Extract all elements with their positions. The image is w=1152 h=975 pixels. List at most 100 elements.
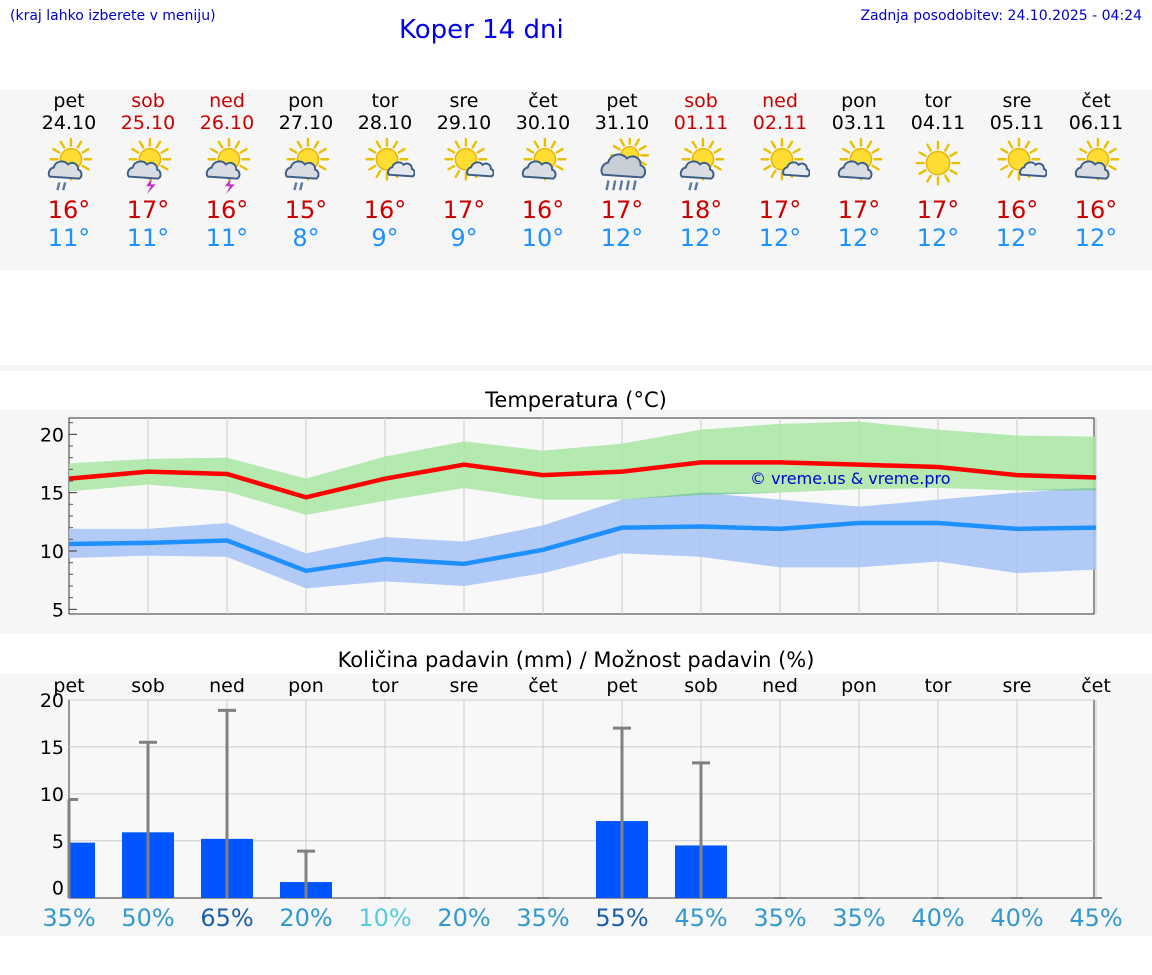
y-tick-label: 5 [52,599,64,621]
day-name: pet [53,90,85,112]
category-label: čet [528,675,558,697]
day-column: sre 05.11 16° 12° [978,90,1056,252]
day-date: 02.11 [752,112,808,134]
sun-cloud-storm-icon [205,138,251,194]
sun-cloud-icon [1074,138,1120,181]
category-label: ned [209,675,245,697]
sun-cloud-rain-icon [284,138,330,191]
min-temperature-line [68,520,1097,574]
day-column: pet 31.10 17° 12° [583,90,661,252]
precip-probability: 35% [832,904,885,932]
location-hint: (kraj lahko izberete v meniju) [10,8,216,24]
day-name: pet [606,90,638,112]
min-temperature: 12° [1074,224,1118,252]
precip-probability: 55% [595,904,648,932]
day-name: čet [528,90,558,112]
category-label: pon [288,675,324,697]
sun-cloud-icon [837,138,883,181]
min-temperature: 12° [758,224,802,252]
day-column: sob 01.11 18° 12° [662,90,740,252]
day-name: tor [924,90,952,112]
day-name: sre [449,90,479,112]
category-label: sre [1003,675,1032,697]
sun-cloud-rain-icon [679,138,725,191]
sun-small-cloud-icon [365,138,415,181]
last-update: Zadnja posodobitev: 24.10.2025 - 04:24 [860,8,1142,24]
day-column: čet 06.11 16° 12° [1057,90,1135,252]
sun-cloud-icon [521,138,567,181]
max-temperature-line [68,460,1097,500]
day-column: sre 29.10 17° 9° [425,90,503,252]
precip-probability: 35% [753,904,806,932]
precip-probability: 35% [42,904,95,932]
day-date: 28.10 [357,112,413,134]
sun-cloud-storm-icon [126,138,172,194]
category-label: sob [684,675,718,697]
day-name: čet [1081,90,1111,112]
day-name: sob [684,90,718,112]
category-label: pon [841,675,877,697]
category-label: čet [1081,675,1111,697]
day-name: ned [762,90,798,112]
day-name: pon [841,90,877,112]
day-date: 24.10 [41,112,97,134]
max-temperature: 17° [758,196,802,224]
day-name: sre [1002,90,1032,112]
day-column: pon 27.10 15° 8° [267,90,345,252]
y-tick-label: 0 [52,878,64,900]
min-temperature: 11° [205,224,249,252]
day-date: 25.10 [120,112,176,134]
precip-probability: 35% [516,904,569,932]
day-name: sob [131,90,165,112]
day-column: pet 24.10 16° 11° [30,90,108,252]
category-label: tor [372,675,399,697]
y-tick-label: 5 [52,831,64,853]
day-column: ned 02.11 17° 12° [741,90,819,252]
y-tick-label: 10 [40,541,64,563]
category-label: tor [925,675,952,697]
precip-probability: 20% [279,904,332,932]
y-tick-label: 15 [40,483,64,505]
precip-chart-title: Količina padavin (mm) / Možnost padavin … [337,648,815,672]
day-date: 05.11 [989,112,1045,134]
day-date: 31.10 [594,112,650,134]
y-tick-label: 15 [40,737,64,759]
max-temperature: 15° [284,196,328,224]
min-temperature: 10° [521,224,565,252]
max-temperature: 16° [995,196,1039,224]
page-title: Koper 14 dni [399,15,564,45]
sun-small-cloud-icon [997,138,1047,181]
category-label: pet [53,675,84,697]
precip-probability: 10% [358,904,411,932]
precip-probability: 45% [674,904,727,932]
precip-probability: 40% [911,904,964,932]
watermark: © vreme.us & vreme.pro [750,469,951,488]
day-name: pon [288,90,324,112]
day-column: sob 25.10 17° 11° [109,90,187,252]
precip-probability: 20% [437,904,490,932]
min-temperature: 12° [837,224,881,252]
max-temperature: 16° [47,196,91,224]
day-name: tor [371,90,399,112]
max-temperature: 16° [1074,196,1118,224]
max-temperature: 16° [363,196,407,224]
day-date: 06.11 [1068,112,1124,134]
max-temperature: 16° [205,196,249,224]
max-temperature: 17° [837,196,881,224]
precip-probability: 45% [1069,904,1122,932]
day-date: 01.11 [673,112,729,134]
min-temperature: 12° [600,224,644,252]
precip-probability: 40% [990,904,1043,932]
min-temperature: 8° [292,224,320,252]
min-temperature: 9° [450,224,478,252]
min-temperature: 12° [916,224,960,252]
y-tick-label: 20 [40,424,64,446]
day-date: 26.10 [199,112,255,134]
sun-small-cloud-icon [760,138,810,181]
precip-probability: 50% [121,904,174,932]
day-date: 27.10 [278,112,334,134]
forecast-strip [0,90,1152,270]
temperature-chart-title: Temperatura (°C) [485,388,667,412]
max-temperature: 17° [600,196,644,224]
temperature-chart: 5 10 15 20 © vreme.us & vreme.pro [40,417,1097,621]
